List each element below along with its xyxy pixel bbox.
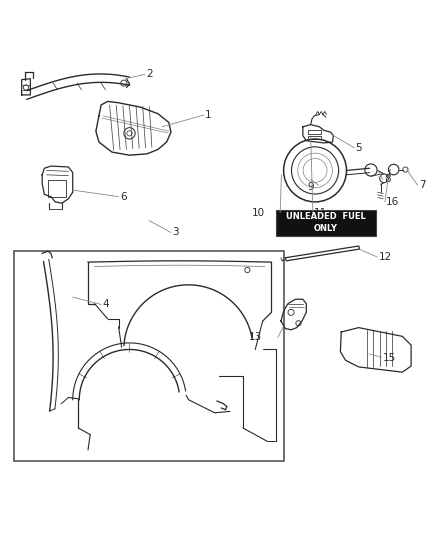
Bar (14, 251, 285, 461)
Bar (307, 130, 321, 134)
Text: 13: 13 (248, 332, 262, 342)
Text: 15: 15 (383, 353, 396, 363)
FancyBboxPatch shape (276, 210, 376, 236)
Text: 7: 7 (419, 180, 426, 190)
Bar (307, 135, 321, 139)
Text: 12: 12 (378, 252, 392, 262)
Text: 5: 5 (356, 143, 362, 153)
Text: 1: 1 (205, 110, 212, 120)
Bar (48, 180, 66, 197)
Text: 3: 3 (172, 228, 179, 237)
Text: 8: 8 (384, 174, 391, 184)
Text: 9: 9 (307, 182, 314, 191)
Text: 4: 4 (102, 300, 109, 310)
Text: 2: 2 (146, 69, 153, 79)
Text: 6: 6 (120, 192, 127, 201)
Text: 10: 10 (252, 208, 265, 218)
Text: 16: 16 (386, 197, 399, 207)
Text: UNLEADED  FUEL
ONLY: UNLEADED FUEL ONLY (286, 213, 366, 233)
Text: 11: 11 (314, 208, 328, 218)
